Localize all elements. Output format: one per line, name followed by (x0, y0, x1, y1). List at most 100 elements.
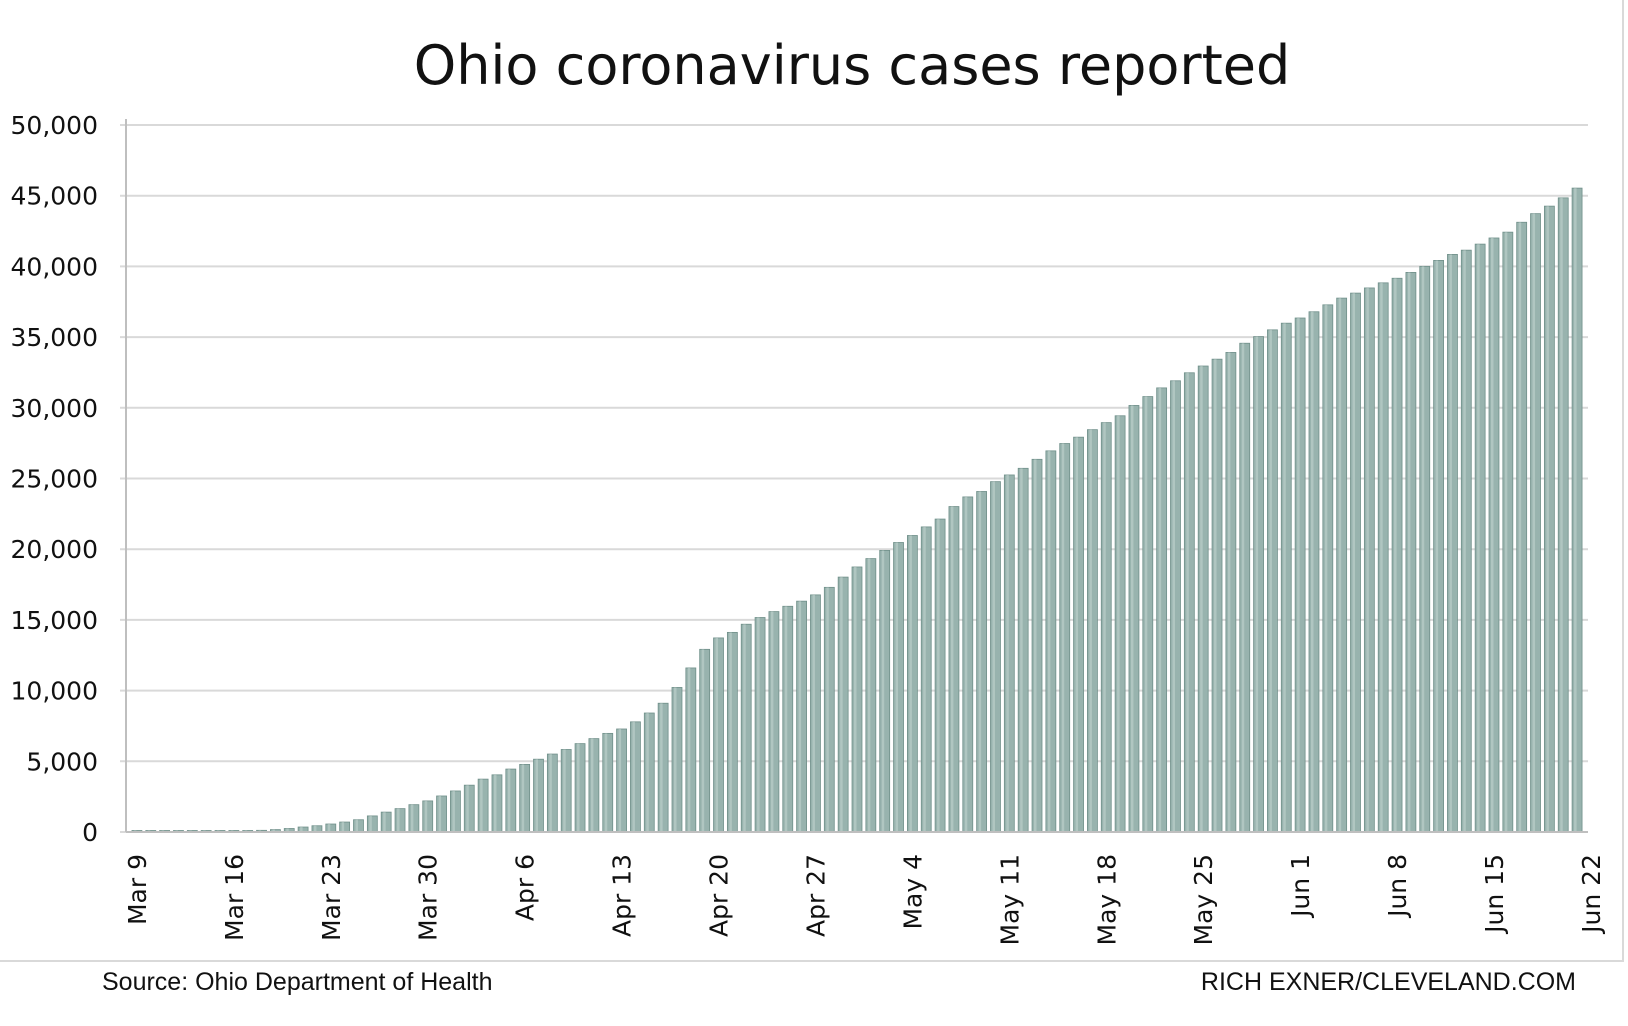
bar (1322, 304, 1334, 833)
y-tick-label: 30,000 (11, 394, 98, 423)
bar (1447, 254, 1458, 833)
bar (865, 558, 877, 833)
bar (907, 535, 918, 833)
bar (1530, 213, 1541, 833)
bar (990, 481, 1001, 833)
bar (879, 550, 891, 833)
bar (893, 542, 904, 833)
bar (1543, 205, 1555, 833)
x-tick-label: Apr 27 (801, 854, 830, 937)
bar (768, 611, 780, 833)
y-tick-label: 10,000 (11, 677, 98, 706)
y-tick-label: 40,000 (11, 252, 98, 281)
bar (546, 753, 558, 833)
bar (1433, 260, 1444, 833)
x-tick-label: Jun 22 (1577, 854, 1606, 935)
bar (408, 804, 420, 833)
bar (1280, 322, 1292, 833)
bar (616, 728, 627, 833)
bar (643, 712, 655, 833)
bar (685, 667, 697, 833)
bar (1377, 282, 1389, 833)
credit-line: RICH EXNER/CLEVELAND.COM (1200, 968, 1576, 996)
x-tick-label: Apr 6 (511, 854, 540, 921)
chart-title: Ohio coronavirus cases reported (414, 34, 1291, 97)
x-tick-label: Jun 8 (1383, 854, 1412, 919)
x-tick-label: Jun 15 (1480, 854, 1509, 935)
bar (1087, 429, 1098, 833)
x-tick-label: Mar 9 (123, 854, 152, 925)
bar (477, 778, 489, 833)
y-tick-label: 45,000 (11, 182, 98, 211)
bar (366, 815, 378, 833)
bar (1516, 221, 1528, 833)
bar (422, 800, 434, 833)
bar (574, 743, 586, 833)
bar (1073, 436, 1084, 833)
bar (1253, 336, 1264, 833)
x-tick-label: Apr 13 (608, 854, 637, 937)
axes (125, 119, 1588, 833)
source-note: Source: Ohio Department of Health (102, 968, 493, 996)
bar (1142, 396, 1154, 833)
bar (1211, 358, 1223, 833)
bar (1294, 317, 1306, 833)
bar (754, 617, 766, 833)
bar (1405, 272, 1417, 833)
bar (1267, 329, 1278, 833)
bar (740, 623, 752, 833)
bar (353, 819, 364, 833)
bar (1571, 187, 1583, 833)
bar (726, 631, 738, 833)
x-tick-label: Jun 1 (1286, 854, 1315, 919)
bar (1100, 422, 1112, 833)
x-tick-label: May 11 (995, 854, 1024, 945)
bar (380, 811, 392, 833)
bar (560, 749, 572, 833)
bar (533, 758, 544, 833)
bar (1197, 365, 1209, 833)
bar (1239, 342, 1251, 833)
bar (713, 637, 724, 833)
bar (505, 768, 517, 833)
bar-chart: Ohio coronavirus cases reported 0 5,000 10… (11, 34, 1606, 945)
x-tick-label: Apr 20 (705, 854, 734, 937)
bar (519, 763, 531, 833)
bar (1183, 372, 1195, 833)
x-axis-ticks: Mar 9 Mar 16 Mar 23 Mar 30 Apr 6 Apr 13 Apr 20… (123, 854, 1606, 945)
chart-frame (0, 0, 1624, 962)
y-tick-label: 20,000 (11, 535, 98, 564)
x-tick-label: Mar 16 (220, 854, 249, 941)
y-tick-label: 0 (82, 818, 98, 847)
bar (934, 518, 946, 833)
bar (1474, 243, 1486, 833)
bar (851, 566, 863, 833)
bar (491, 774, 503, 833)
bar (436, 795, 447, 833)
bar (1128, 405, 1140, 833)
bar (1225, 352, 1237, 833)
bar (1391, 277, 1403, 833)
bar (450, 790, 461, 833)
bar (1114, 415, 1126, 833)
bar (810, 594, 821, 833)
bar (976, 491, 988, 833)
bar (1031, 458, 1043, 833)
bar (1419, 265, 1431, 833)
bar (394, 808, 406, 833)
bar (920, 526, 932, 833)
bar (630, 721, 641, 833)
x-tick-label: May 4 (898, 854, 927, 930)
bars (131, 187, 1583, 833)
bar (325, 823, 337, 833)
bar (782, 605, 794, 833)
bar (657, 702, 669, 833)
bar (1502, 231, 1514, 833)
bar (837, 576, 849, 833)
y-tick-label: 5,000 (26, 747, 98, 776)
bar (1156, 387, 1168, 833)
y-tick-label: 15,000 (11, 606, 98, 635)
x-tick-label: Mar 30 (414, 854, 443, 941)
bar (948, 506, 960, 833)
y-tick-label: 50,000 (11, 111, 98, 140)
